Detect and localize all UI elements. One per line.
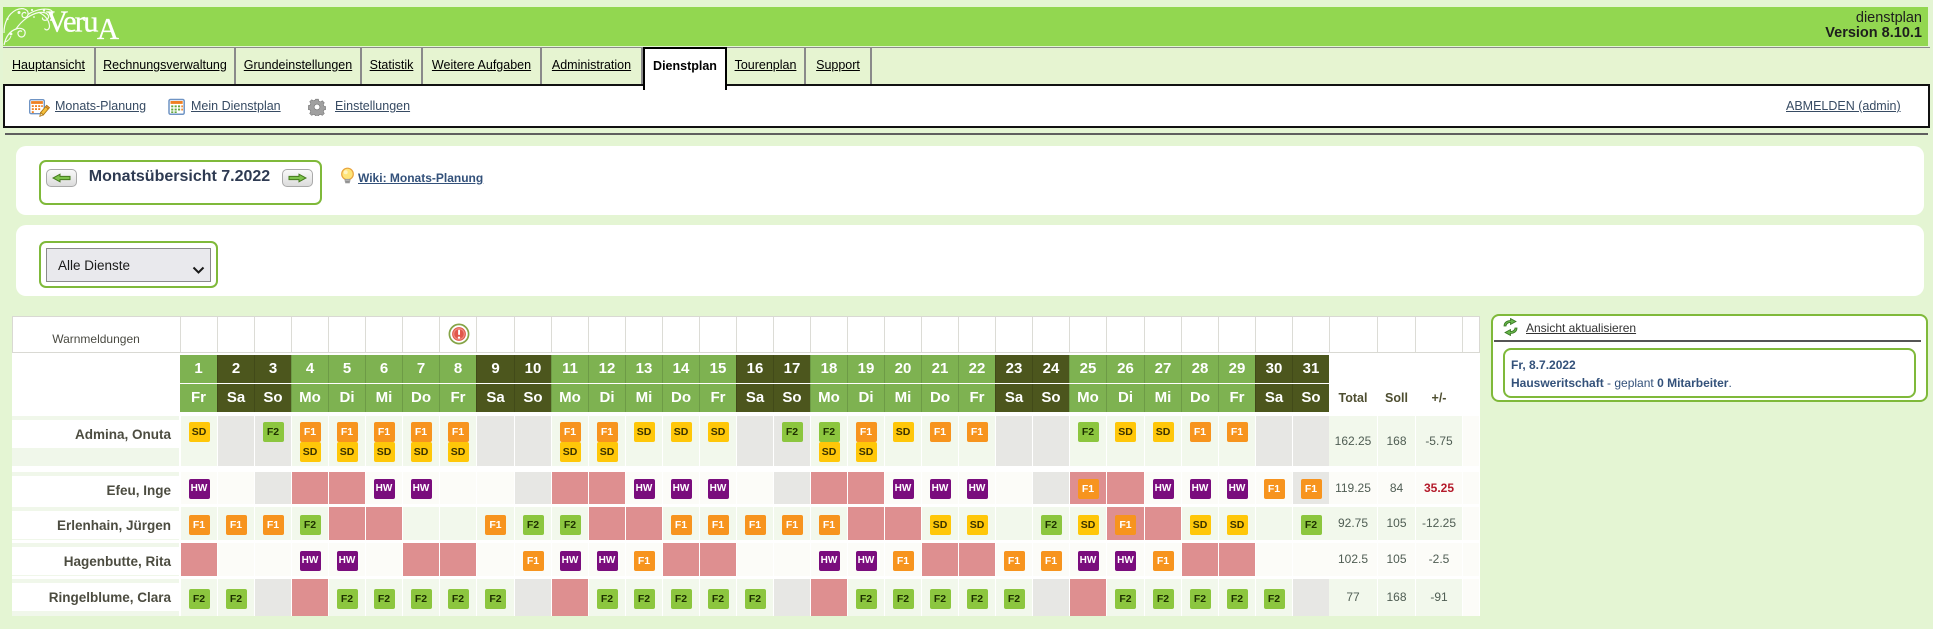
svg-text:Veru: Veru: [46, 5, 98, 39]
svg-text:A: A: [97, 12, 119, 46]
